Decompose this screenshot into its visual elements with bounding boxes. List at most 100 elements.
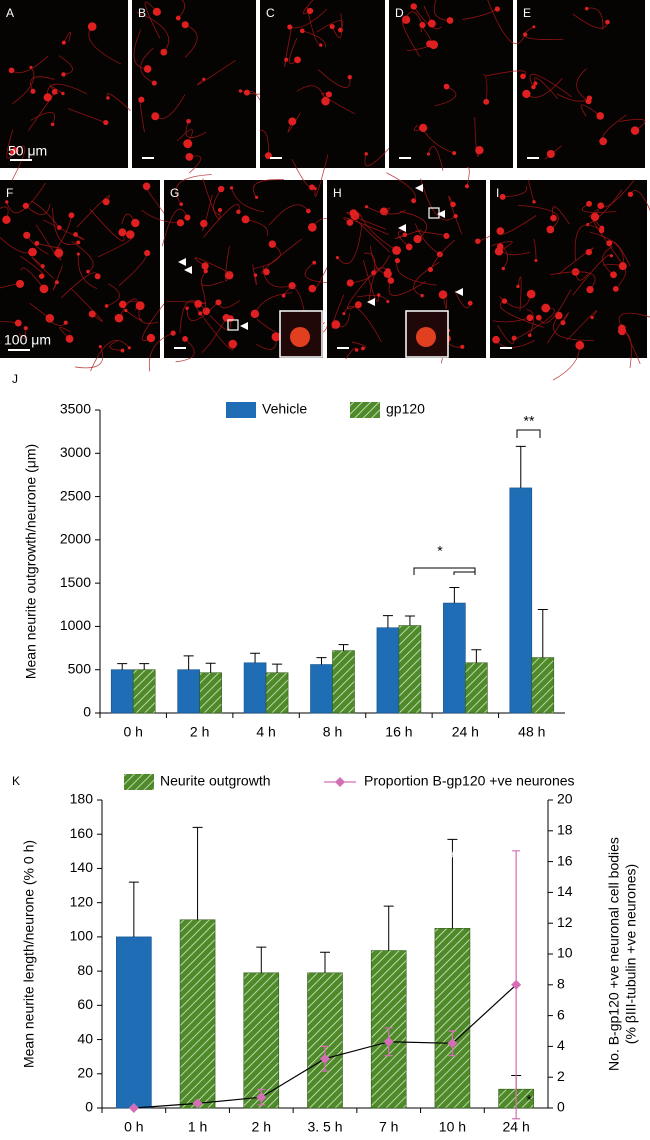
cell-body	[288, 117, 297, 126]
neurite	[166, 300, 207, 305]
cell-body	[50, 122, 55, 127]
neurite	[70, 287, 103, 322]
error-bar	[537, 609, 548, 658]
cell-body	[475, 238, 481, 244]
cell-body	[271, 332, 281, 342]
neurite	[90, 339, 130, 372]
cell-body	[346, 279, 354, 287]
micrograph: E	[485, 0, 646, 168]
micrograph: I	[490, 179, 650, 381]
marker	[383, 1036, 394, 1047]
cell-body	[443, 232, 450, 240]
neurite	[0, 321, 19, 324]
y-tick-label: 0	[83, 704, 91, 720]
neurite	[423, 5, 433, 24]
cell-body	[73, 232, 78, 237]
arrowhead	[367, 298, 375, 306]
annotation: #	[320, 858, 328, 874]
cell-body	[411, 198, 417, 204]
y2-axis-label: (% βIII-tubulin +ve neurones)	[623, 864, 639, 1044]
neurite	[619, 118, 646, 131]
neurite	[125, 310, 143, 321]
cell-body	[294, 56, 301, 64]
micrograph-bg	[389, 0, 513, 168]
cell-body	[86, 269, 90, 274]
y2-tick-label: 18	[557, 822, 573, 838]
marker	[447, 1038, 458, 1049]
neurite	[337, 224, 363, 264]
x-tick-label: 3. 5 h	[307, 1119, 342, 1135]
micrograph: F	[0, 180, 174, 372]
bar	[443, 602, 466, 714]
neurite	[6, 129, 16, 159]
neurite	[12, 67, 35, 105]
cell-body	[410, 3, 417, 10]
cell-body	[599, 137, 608, 146]
neurite	[618, 312, 650, 329]
cell-body	[39, 284, 49, 294]
x-tick-label: 7 h	[379, 1119, 398, 1135]
cell-body	[554, 311, 563, 320]
legend-swatch	[226, 402, 256, 418]
neurite	[580, 104, 601, 117]
neurite	[523, 26, 564, 40]
bar	[332, 650, 355, 714]
micrograph-bg	[517, 0, 645, 168]
cell-body	[618, 262, 627, 271]
neurite	[587, 189, 623, 225]
cell-body	[268, 240, 277, 248]
cell-body	[426, 40, 434, 48]
scale-label: 100 μm	[4, 332, 51, 348]
neurite	[31, 256, 54, 279]
cell-body	[335, 256, 339, 260]
bar	[116, 936, 152, 1109]
cell-body	[452, 151, 457, 156]
y2-tick-label: 8	[557, 976, 565, 992]
neurite	[517, 204, 559, 230]
cell-body	[427, 266, 434, 273]
neurite	[413, 261, 440, 296]
cell-body	[250, 309, 260, 319]
bar	[509, 487, 533, 714]
cell-body	[120, 348, 125, 353]
cell-body	[200, 219, 208, 228]
cell-body	[198, 311, 203, 316]
neurite	[201, 270, 223, 287]
y-axis-label: Mean neurite length/neurone (% 0 h)	[21, 840, 37, 1068]
neurite	[499, 300, 544, 328]
micrograph-bg	[260, 0, 385, 168]
neurite	[414, 223, 441, 255]
cell-body	[152, 7, 161, 16]
legend-label: Proportion B-gp120 +ve neurones	[364, 773, 575, 789]
error-bar	[447, 838, 458, 929]
cell-body	[496, 227, 505, 235]
neurite	[430, 239, 456, 270]
cell-body	[590, 212, 600, 222]
y-tick-label: 160	[70, 825, 94, 841]
marker	[511, 979, 522, 990]
cell-body	[405, 243, 413, 251]
cell-body	[546, 149, 555, 159]
cell-body	[354, 301, 362, 309]
cell-body	[28, 247, 37, 257]
panel-label: H	[333, 186, 342, 200]
cell-body	[361, 346, 365, 351]
cell-body	[450, 201, 456, 208]
cell-body	[181, 21, 189, 29]
cell-body	[522, 32, 528, 37]
cell-body	[494, 6, 500, 12]
cell-body	[87, 22, 97, 31]
error-bar	[256, 946, 267, 973]
cell-body	[215, 299, 222, 306]
y-tick-label: 3500	[60, 401, 91, 417]
cell-body	[8, 67, 15, 74]
neurite	[448, 195, 463, 235]
cell-body	[175, 15, 181, 21]
cell-body	[184, 214, 191, 221]
neurite	[593, 220, 625, 267]
neurite	[546, 312, 570, 344]
cell-body	[146, 333, 156, 343]
neurite	[550, 271, 596, 290]
cell-body	[460, 344, 465, 349]
neurite	[144, 1, 161, 39]
